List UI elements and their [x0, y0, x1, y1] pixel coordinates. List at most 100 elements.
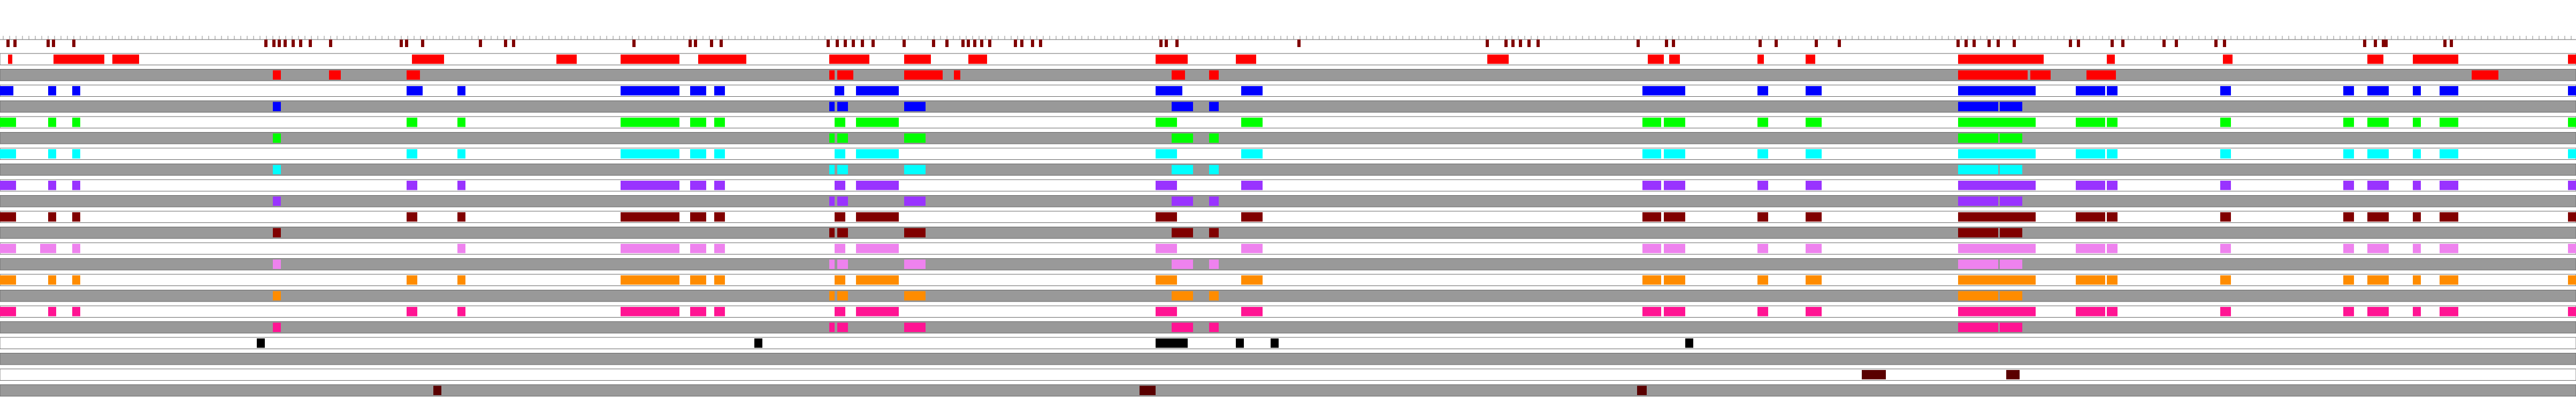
flagged-tick	[1838, 40, 1841, 47]
segment-mark	[1241, 181, 1263, 190]
segment-mark	[1979, 291, 1998, 300]
flagged-tick	[2069, 40, 2072, 47]
segment-mark	[1664, 307, 1685, 317]
segment-mark	[2343, 275, 2354, 285]
segment-mark	[1958, 55, 1990, 64]
flagged-tick	[329, 40, 332, 47]
segment-mark	[2440, 55, 2458, 64]
flagged-tick	[932, 40, 935, 47]
segment-mark	[329, 70, 341, 80]
segment-mark	[717, 55, 746, 64]
segment-mark	[2343, 244, 2354, 253]
flagged-tick	[852, 40, 855, 47]
segment-mark	[2223, 55, 2233, 64]
flagged-tick	[689, 40, 692, 47]
flagged-tick	[2382, 40, 2385, 47]
segment-mark	[2220, 86, 2231, 96]
flagged-tick	[2162, 40, 2166, 47]
segment-mark	[0, 307, 16, 317]
segment-mark	[2413, 244, 2421, 253]
flagged-tick	[1159, 40, 1163, 47]
segment-mark	[2568, 212, 2576, 222]
segment-mark	[2012, 165, 2022, 174]
segment-mark	[882, 149, 891, 159]
segment-mark	[457, 275, 465, 285]
flagged-tick	[1020, 40, 1023, 47]
segment-mark	[1757, 181, 1768, 190]
segment-mark	[2448, 275, 2458, 285]
segment-mark	[837, 165, 848, 174]
segment-mark	[407, 118, 417, 127]
band-dark	[0, 69, 2576, 81]
segment-mark	[1650, 212, 1661, 222]
flagged-tick	[2374, 40, 2377, 47]
segment-mark	[882, 244, 891, 253]
segment-mark	[2000, 165, 2013, 174]
segment-mark	[829, 165, 835, 174]
segment-mark	[1209, 291, 1219, 300]
segment-mark	[2107, 55, 2115, 64]
segment-mark	[1958, 322, 1985, 332]
segment-mark	[1664, 212, 1685, 222]
band-light	[0, 305, 2576, 318]
segment-mark	[273, 70, 281, 80]
segment-mark	[2367, 212, 2389, 222]
segment-mark	[457, 307, 465, 317]
segment-mark	[112, 55, 139, 64]
segment-mark	[2107, 244, 2118, 253]
flagged-tick	[512, 40, 515, 47]
band-light	[0, 179, 2576, 191]
flagged-tick	[903, 40, 906, 47]
segment-mark	[1806, 212, 1822, 222]
segment-mark	[2343, 149, 2354, 159]
segment-mark	[714, 181, 725, 190]
segment-mark	[2041, 70, 2051, 80]
segment-mark	[0, 86, 13, 96]
segment-mark	[920, 55, 931, 64]
segment-mark	[2012, 196, 2022, 206]
segment-mark	[829, 102, 835, 111]
flagged-tick	[1956, 40, 1960, 47]
segment-mark	[835, 212, 845, 222]
segment-mark	[1958, 165, 1985, 174]
flagged-tick	[2077, 40, 2080, 47]
segment-mark	[2367, 86, 2389, 96]
segment-mark	[690, 275, 706, 285]
flagged-tick	[299, 40, 302, 47]
segment-mark	[2343, 212, 2354, 222]
segment-mark	[1958, 307, 1985, 317]
segment-mark	[2012, 291, 2022, 300]
segment-mark	[1241, 307, 1263, 317]
segment-mark	[1209, 102, 1219, 111]
segment-mark	[829, 70, 835, 80]
segment-mark	[0, 212, 16, 222]
segment-mark	[1156, 212, 1177, 222]
segment-mark	[954, 70, 960, 80]
flagged-tick	[421, 40, 424, 47]
segment-mark	[1664, 149, 1685, 159]
segment-mark	[2086, 212, 2105, 222]
band-light	[0, 116, 2576, 128]
segment-mark	[829, 259, 835, 269]
segment-mark	[457, 149, 465, 159]
segment-mark	[72, 149, 80, 159]
segment-mark	[1156, 275, 1177, 285]
segment-mark	[2220, 275, 2231, 285]
segment-mark	[48, 212, 56, 222]
segment-mark	[1958, 181, 1985, 190]
segment-mark	[904, 259, 926, 269]
segment-mark	[2413, 55, 2445, 64]
segment-mark	[1172, 70, 1185, 80]
segment-mark	[1140, 385, 1156, 395]
segment-mark	[1650, 118, 1661, 127]
segment-mark	[714, 275, 725, 285]
segment-mark	[1648, 55, 1664, 64]
segment-mark	[968, 55, 987, 64]
flagged-tick	[278, 40, 281, 47]
segment-mark	[882, 86, 891, 96]
segment-mark	[0, 244, 16, 253]
segment-mark	[1685, 338, 1693, 348]
band-dark	[0, 321, 2576, 334]
segment-mark	[714, 307, 725, 317]
flagged-tick	[47, 40, 50, 47]
